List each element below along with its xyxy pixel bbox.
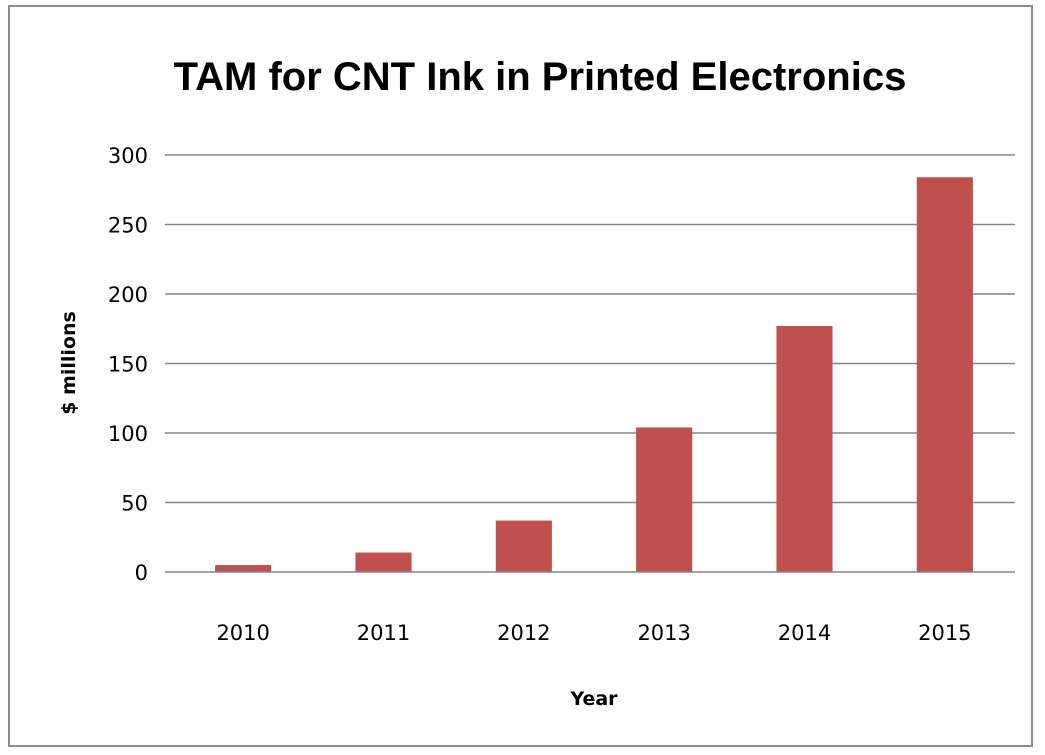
gridlines xyxy=(165,154,1015,504)
chart-title: TAM for CNT Ink in Printed Electronics xyxy=(174,55,907,99)
bar-2013 xyxy=(636,427,693,572)
y-axis-title: $ millions xyxy=(58,311,80,415)
y-tick-label: 50 xyxy=(121,492,148,516)
bar-2010 xyxy=(215,565,272,572)
y-tick-label: 200 xyxy=(108,283,148,307)
bar-2015 xyxy=(916,177,973,573)
y-tick-label: 100 xyxy=(108,422,148,446)
bars xyxy=(215,177,973,573)
bar-2012 xyxy=(495,520,552,572)
y-tick-label: 250 xyxy=(108,214,148,238)
x-tick-label: 2013 xyxy=(637,621,690,645)
y-tick-label: 300 xyxy=(108,144,148,168)
bar-2014 xyxy=(776,325,833,572)
y-axis-ticks: 0 50 100 150 200 250 300 xyxy=(108,144,148,585)
y-tick-label: 0 xyxy=(135,561,148,585)
x-tick-label: 2015 xyxy=(918,621,971,645)
x-tick-label: 2012 xyxy=(497,621,550,645)
x-tick-label: 2014 xyxy=(778,621,831,645)
bar-2011 xyxy=(355,552,412,572)
chart-frame xyxy=(8,5,1033,747)
x-tick-label: 2010 xyxy=(216,621,269,645)
x-tick-label: 2011 xyxy=(357,621,410,645)
y-tick-label: 150 xyxy=(108,353,148,377)
x-axis-title: Year xyxy=(569,688,618,710)
x-axis-ticks: 2010 2011 2012 2013 2014 2015 xyxy=(216,621,971,645)
